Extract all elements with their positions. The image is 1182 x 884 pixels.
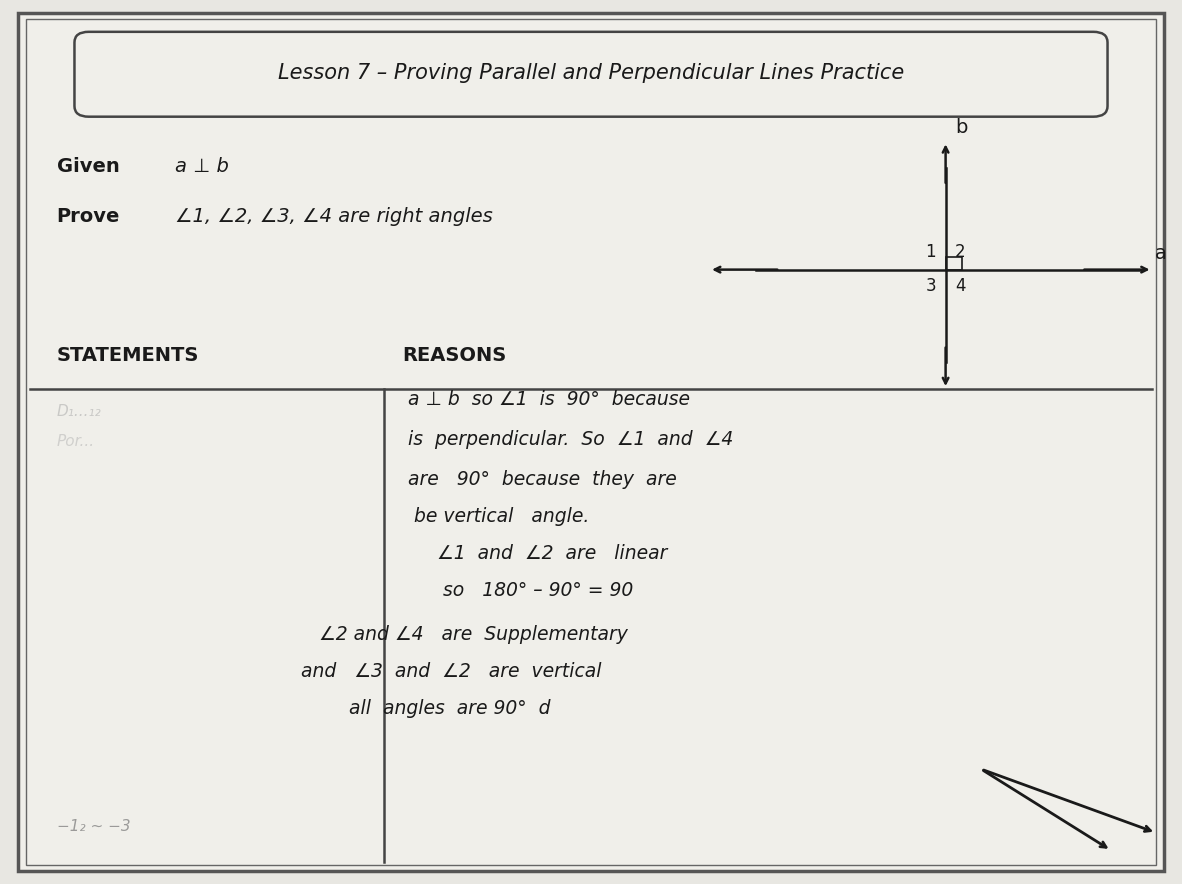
Text: all  angles  are 90°  d: all angles are 90° d (349, 699, 550, 719)
Text: a ⊥ b: a ⊥ b (175, 156, 229, 176)
Text: b: b (955, 118, 967, 137)
Text: −1₂ ∼ −3: −1₂ ∼ −3 (57, 819, 130, 834)
Text: so   180° – 90° = 90: so 180° – 90° = 90 (443, 581, 634, 600)
Text: STATEMENTS: STATEMENTS (57, 346, 199, 365)
Text: be vertical   angle.: be vertical angle. (414, 507, 589, 526)
Text: a: a (1155, 244, 1167, 263)
Text: Prove: Prove (57, 207, 121, 226)
Bar (946, 257, 962, 270)
Text: and   ∠3  and  ∠2   are  vertical: and ∠3 and ∠2 are vertical (301, 662, 602, 682)
Text: 1: 1 (926, 243, 936, 261)
Text: Por...: Por... (57, 435, 95, 449)
Text: Given: Given (57, 156, 119, 176)
Text: REASONS: REASONS (402, 346, 506, 365)
Text: D₁...₁₂: D₁...₁₂ (57, 404, 102, 418)
Text: is  perpendicular.  So  ∠1  and  ∠4: is perpendicular. So ∠1 and ∠4 (408, 430, 733, 449)
Text: 3: 3 (926, 277, 936, 294)
FancyBboxPatch shape (18, 13, 1164, 871)
Text: 4: 4 (955, 277, 966, 294)
Text: ∠1  and  ∠2  are   linear: ∠1 and ∠2 are linear (437, 544, 668, 563)
Text: are   90°  because  they  are: are 90° because they are (408, 469, 676, 489)
Text: Lesson 7 – Proving Parallel and Perpendicular Lines Practice: Lesson 7 – Proving Parallel and Perpendi… (278, 64, 904, 83)
Text: ∠2 and ∠4   are  Supplementary: ∠2 and ∠4 are Supplementary (319, 625, 628, 644)
Text: ∠1, ∠2, ∠3, ∠4 are right angles: ∠1, ∠2, ∠3, ∠4 are right angles (175, 207, 493, 226)
Text: a ⊥ b  so ∠1  is  90°  because: a ⊥ b so ∠1 is 90° because (408, 390, 690, 409)
Text: 2: 2 (955, 243, 966, 261)
FancyBboxPatch shape (74, 32, 1108, 117)
